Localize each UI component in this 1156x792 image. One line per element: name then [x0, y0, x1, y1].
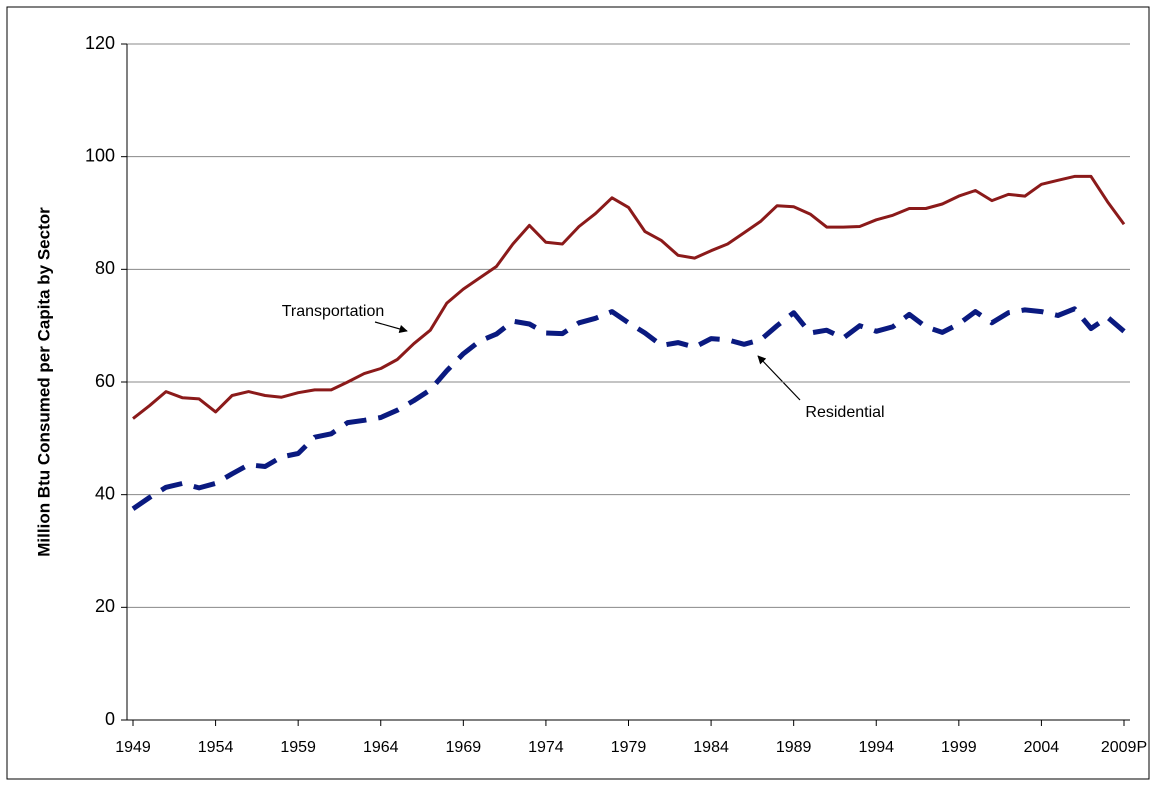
y-tick-label: 40	[95, 483, 115, 503]
x-tick-label: 1964	[363, 739, 399, 756]
y-tick-label: 20	[95, 596, 115, 616]
line-series	[132, 174, 1126, 420]
x-tick-label: 1979	[611, 739, 647, 756]
annotation-arrow	[757, 355, 801, 401]
x-tick-label: 1969	[446, 739, 482, 756]
annotation: Residential	[805, 404, 884, 421]
x-tick-label: 1954	[198, 739, 234, 756]
x-tick-label: 1984	[693, 739, 729, 756]
x-tick-label: 2004	[1024, 739, 1060, 756]
x-tick-label: 2009P	[1101, 739, 1147, 756]
y-tick-label: 120	[85, 33, 115, 53]
x-tick-label: 1994	[858, 739, 894, 756]
line-series	[131, 306, 1126, 511]
annotation: Transportation	[282, 303, 385, 320]
y-tick-label: 0	[105, 709, 115, 729]
x-tick-label: 1974	[528, 739, 564, 756]
x-tick-label: 1989	[776, 739, 812, 756]
x-tick-label: 1959	[280, 739, 316, 756]
x-tick-label: 1949	[115, 739, 151, 756]
y-tick-label: 60	[95, 371, 115, 391]
x-tick-label: 1999	[941, 739, 977, 756]
chart-border	[6, 6, 1150, 780]
y-tick-label: 80	[95, 258, 115, 278]
annotation-arrow	[374, 321, 408, 333]
y-axis-label: Million Btu Consumed per Capita by Secto…	[34, 207, 53, 557]
y-tick-label: 100	[85, 145, 115, 165]
